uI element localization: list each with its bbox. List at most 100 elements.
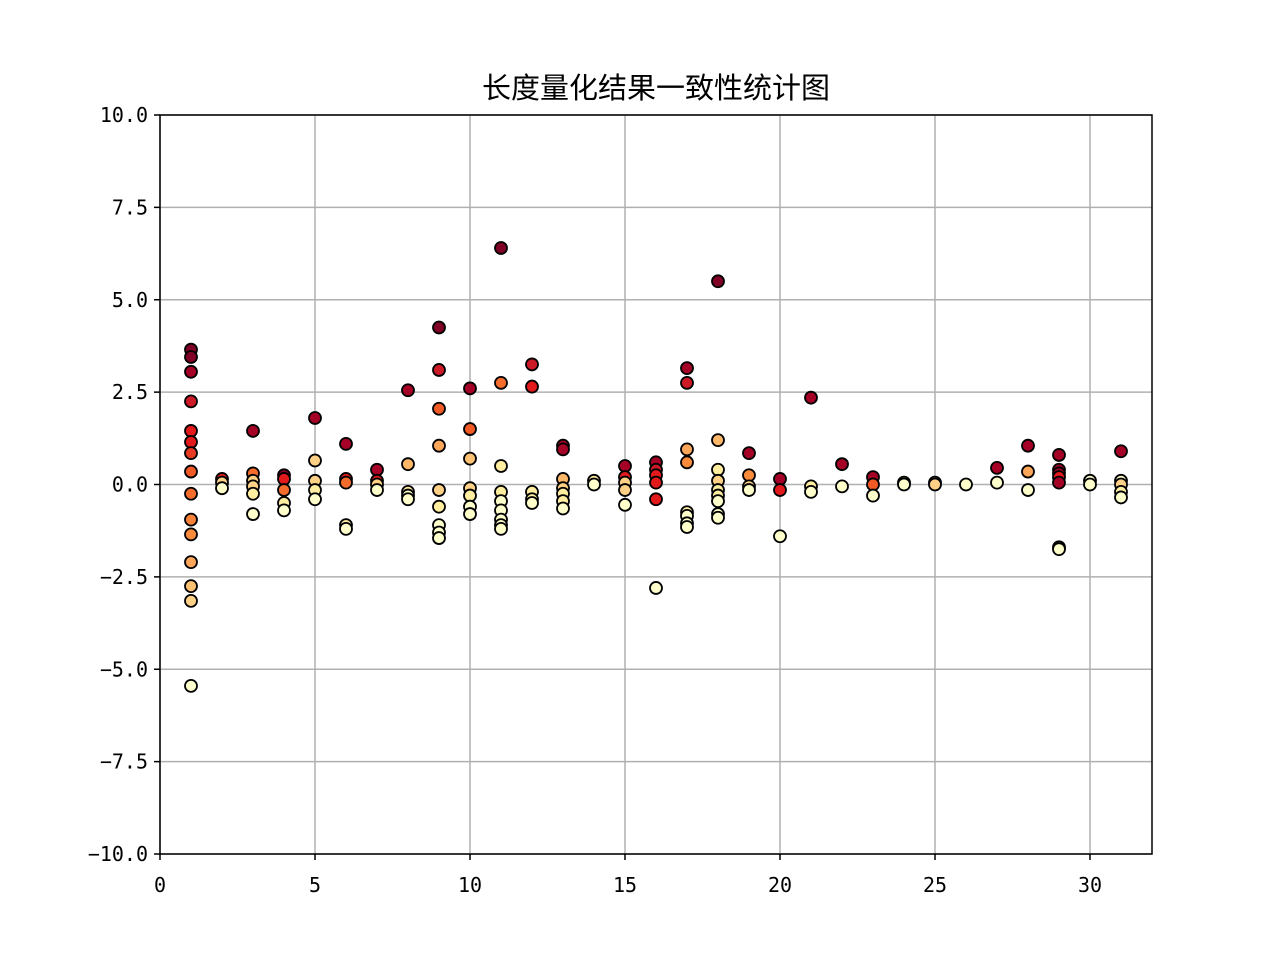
x-axis: 0 5 10 15 20 25 30 [154,854,1102,897]
scatter-point [277,483,291,497]
scatter-point [339,521,353,536]
scatter-point [680,361,694,376]
scatter-point [401,383,415,398]
scatter-point [649,581,663,595]
y-tick-label: −5.0 [100,657,148,681]
scatter-point [897,477,911,492]
scatter-point [246,507,260,521]
x-tick-label: 30 [1078,873,1102,897]
scatter-point [680,455,694,470]
scatter-point [1052,448,1066,462]
scatter-point [711,494,725,509]
scatter-point [525,357,539,372]
scatter-point [835,457,849,472]
scatter-point [525,379,539,394]
scatter-point [463,422,477,436]
scatter-point [1052,542,1066,557]
scatter-point [835,479,849,494]
scatter-point [432,499,446,514]
y-tick-label: 2.5 [112,380,148,404]
scatter-point [184,350,198,364]
scatter-point [680,520,694,534]
scatter-point [494,375,508,390]
x-tick-label: 5 [309,873,321,897]
y-tick-label: 5.0 [112,288,148,312]
scatter-point [618,497,632,512]
scatter-point [308,453,322,468]
scatter-point [1021,464,1035,479]
scatter-point [184,593,198,608]
scatter-point [401,457,415,472]
scatter-points [184,241,1128,693]
scatter-point [773,483,787,497]
scatter-point [649,492,663,507]
scatter-point [432,483,446,497]
scatter-point [339,436,353,451]
scatter-point [556,501,570,516]
scatter-point [463,507,477,521]
scatter-point [680,375,694,390]
scatter-point [215,481,229,496]
scatter-point [742,446,756,460]
y-tick-label: 10.0 [100,103,148,127]
scatter-point [494,459,508,473]
scatter-point [804,484,818,499]
y-tick-label: 7.5 [112,195,148,219]
scatter-point [308,492,322,507]
scatter-point [990,460,1004,475]
scatter-point [866,488,880,503]
y-axis: 10.0 7.5 5.0 2.5 0.0 −2.5 −5.0 −7.5 −10.0 [88,103,160,866]
scatter-point [1052,475,1066,490]
scatter-point [804,390,818,405]
scatter-point [184,486,198,501]
scatter-point [277,503,291,518]
x-tick-label: 20 [768,873,792,897]
x-tick-label: 10 [458,873,482,897]
scatter-point [184,512,198,527]
scatter-point [742,483,756,497]
x-tick-label: 15 [613,873,637,897]
scatter-point [463,381,477,396]
y-tick-label: −10.0 [88,842,148,866]
scatter-point [184,364,198,379]
scatter-point [432,320,446,335]
scatter-point [184,446,198,460]
scatter-point [339,475,353,490]
y-tick-label: 0.0 [112,473,148,497]
scatter-point [184,579,198,594]
scatter-point [463,451,477,466]
scatter-point [370,483,384,497]
scatter-point [184,464,198,479]
scatter-point [680,442,694,457]
chart-title: 长度量化结果一致性统计图 [482,71,830,105]
scatter-point [246,486,260,501]
scatter-point [432,438,446,453]
scatter-point [928,477,942,492]
scatter-point [959,477,973,492]
scatter-point [618,483,632,497]
scatter-point [711,274,725,289]
scatter-point [184,394,198,409]
x-tick-label: 0 [154,873,166,897]
scatter-point [494,241,508,255]
scatter-point [432,401,446,416]
scatter-point [1083,477,1097,492]
scatter-point [649,475,663,490]
scatter-point [494,521,508,536]
scatter-point [246,424,260,438]
scatter-point [1021,483,1035,497]
scatter-point [990,475,1004,490]
scatter-point [711,433,725,448]
scatter-point [773,529,787,544]
scatter-point [184,678,198,693]
scatter-point [711,510,725,525]
scatter-point [308,411,322,425]
scatter-point [1114,444,1128,459]
scatter-point [184,527,198,542]
scatter-point [1021,438,1035,453]
scatter-point [587,477,601,492]
x-tick-label: 25 [923,873,947,897]
